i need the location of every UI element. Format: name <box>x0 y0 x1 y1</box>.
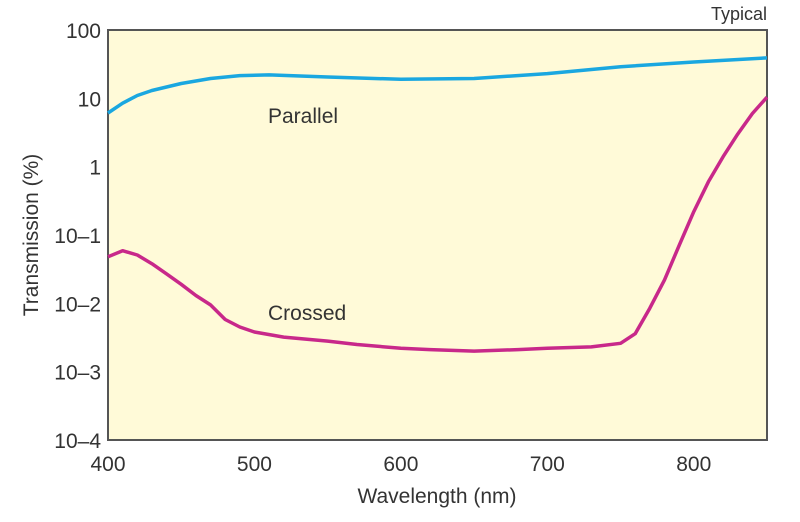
typical-annotation: Typical <box>711 4 767 24</box>
y-tick-label: 10–1 <box>54 225 101 248</box>
y-tick-label: 10–2 <box>54 293 101 316</box>
y-tick-label: 10 <box>78 88 101 111</box>
series-label-crossed: Crossed <box>268 302 346 325</box>
series-line-parallel <box>107 56 768 115</box>
y-tick-label: 1 <box>89 157 101 180</box>
series-line-crossed <box>107 96 769 353</box>
plot-area <box>107 29 768 441</box>
x-tick-label: 700 <box>530 453 565 476</box>
y-axis-label: Transmission (%) <box>20 154 43 317</box>
x-tick-label: 800 <box>676 453 711 476</box>
x-tick-label: 400 <box>90 453 125 476</box>
x-tick-label: 600 <box>383 453 418 476</box>
x-tick-label: 500 <box>237 453 272 476</box>
series-label-parallel: Parallel <box>268 105 338 128</box>
x-axis-label: Wavelength (nm) <box>357 485 516 508</box>
y-tick-label: 100 <box>66 20 101 43</box>
y-tick-label: 10–3 <box>54 362 101 385</box>
y-tick-label: 10–4 <box>54 430 101 453</box>
